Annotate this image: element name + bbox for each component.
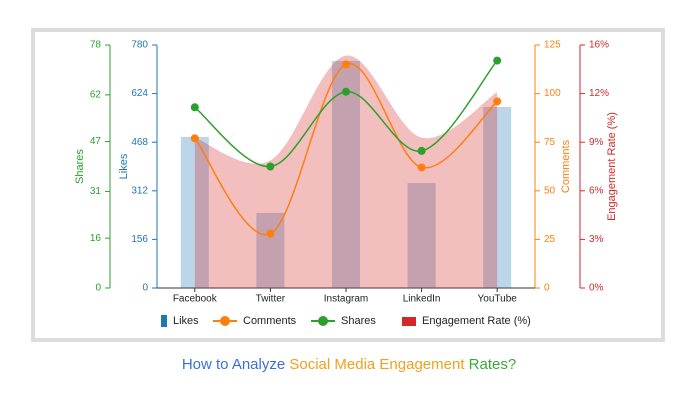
y-tick-label: 6% [589, 185, 604, 196]
y-tick-label: 47 [90, 136, 102, 147]
caption-part: How to Analyze [181, 356, 286, 373]
legend-swatch [402, 317, 416, 326]
point [493, 56, 502, 65]
x-tick-label: LinkedIn [403, 294, 441, 305]
chart: 0 156 312 468 624 780 Likes 0 16 31 47 62 78 Shares 0 2… [31, 28, 665, 342]
y-tick-label: 0% [589, 283, 604, 294]
x-tick-label: Instagram [324, 294, 368, 305]
point [493, 97, 502, 106]
bar [180, 136, 209, 288]
y-tick-label: 312 [131, 185, 148, 196]
caption-part: Rates? [468, 356, 517, 373]
bar [407, 183, 436, 288]
point [190, 134, 199, 143]
legend-label: Likes [173, 315, 199, 327]
legend-swatch [161, 315, 167, 327]
y-tick-label: 3% [589, 234, 604, 245]
y-tick-label: 468 [131, 137, 148, 148]
y-tick-label: 780 [131, 40, 148, 51]
point [342, 87, 350, 96]
axis-title: Comments [560, 139, 572, 193]
y-tick-label: 125 [544, 40, 561, 51]
y-tick-label: 62 [90, 89, 102, 100]
point [266, 229, 275, 238]
point [342, 60, 350, 69]
y-tick-label: 0 [95, 283, 101, 294]
bar [483, 106, 512, 288]
point [266, 162, 275, 171]
legend-swatch [220, 316, 230, 326]
line [194, 63, 498, 236]
y-tick-label: 156 [131, 234, 148, 245]
legend-label: Comments [243, 315, 297, 327]
point [417, 146, 426, 155]
y-tick-label: 12% [589, 88, 609, 99]
y-tick-label: 75 [544, 137, 556, 148]
y-tick-label: 0 [142, 283, 148, 294]
x-tick-label: YouTube [478, 294, 518, 305]
y-tick-label: 50 [544, 185, 556, 196]
point [417, 163, 426, 172]
x-tick-label: Facebook [173, 294, 218, 305]
y-tick-label: 16% [589, 40, 609, 51]
x-tick-label: Twitter [256, 294, 286, 305]
bar [256, 212, 285, 288]
y-tick-label: 31 [90, 186, 102, 197]
y-tick-label: 9% [589, 137, 604, 148]
y-tick-label: 16 [90, 233, 102, 244]
caption-part: Social Media Engagement [289, 356, 465, 373]
y-tick-label: 624 [131, 88, 148, 99]
y-tick-label: 78 [90, 40, 102, 51]
y-tick-label: 100 [544, 88, 561, 99]
legend-label: Shares [341, 315, 376, 327]
bar [332, 60, 360, 289]
axis-title: Engagement Rate (%) [606, 112, 618, 221]
y-tick-label: 0 [544, 283, 550, 294]
y-tick-label: 25 [544, 234, 556, 245]
axis-title: Likes [118, 153, 130, 179]
axis-title: Shares [74, 149, 86, 184]
legend-label: Engagement Rate (%) [422, 315, 531, 327]
legend-swatch [318, 316, 328, 326]
caption: How to Analyze Social Media Engagement R… [0, 356, 698, 373]
point [190, 103, 199, 112]
